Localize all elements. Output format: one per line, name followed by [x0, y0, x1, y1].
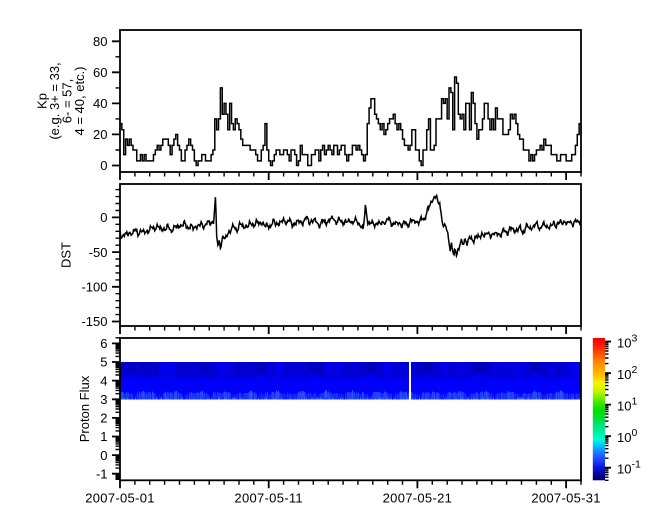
svg-text:40: 40 — [93, 96, 107, 111]
svg-text:2: 2 — [100, 411, 107, 426]
svg-text:2007-05-11: 2007-05-11 — [234, 491, 303, 506]
svg-text:2007-05-21: 2007-05-21 — [383, 491, 453, 506]
svg-text:Kp(e.g. 3+ = 33,6- = 57,4 = 40: Kp(e.g. 3+ = 33,6- = 57,4 = 40, etc.) — [35, 62, 88, 139]
svg-text:60: 60 — [93, 65, 107, 80]
svg-text:-1: -1 — [96, 466, 108, 481]
svg-text:1: 1 — [100, 429, 107, 444]
svg-text:-150: -150 — [81, 314, 107, 329]
svg-text:6: 6 — [100, 336, 107, 351]
svg-text:0: 0 — [100, 210, 107, 225]
svg-text:80: 80 — [93, 34, 107, 49]
svg-text:2007-05-31: 2007-05-31 — [531, 491, 601, 506]
svg-text:20: 20 — [93, 127, 107, 142]
svg-text:0: 0 — [100, 448, 107, 463]
svg-text:3: 3 — [100, 392, 107, 407]
svg-text:DST: DST — [59, 242, 74, 268]
svg-text:-100: -100 — [81, 280, 107, 295]
svg-text:0: 0 — [100, 158, 107, 173]
svg-text:4: 4 — [100, 373, 107, 388]
svg-text:2007-05-01: 2007-05-01 — [85, 491, 155, 506]
svg-text:5: 5 — [100, 355, 107, 370]
svg-text:Proton Flux: Proton Flux — [77, 375, 92, 442]
svg-text:-50: -50 — [89, 245, 108, 260]
